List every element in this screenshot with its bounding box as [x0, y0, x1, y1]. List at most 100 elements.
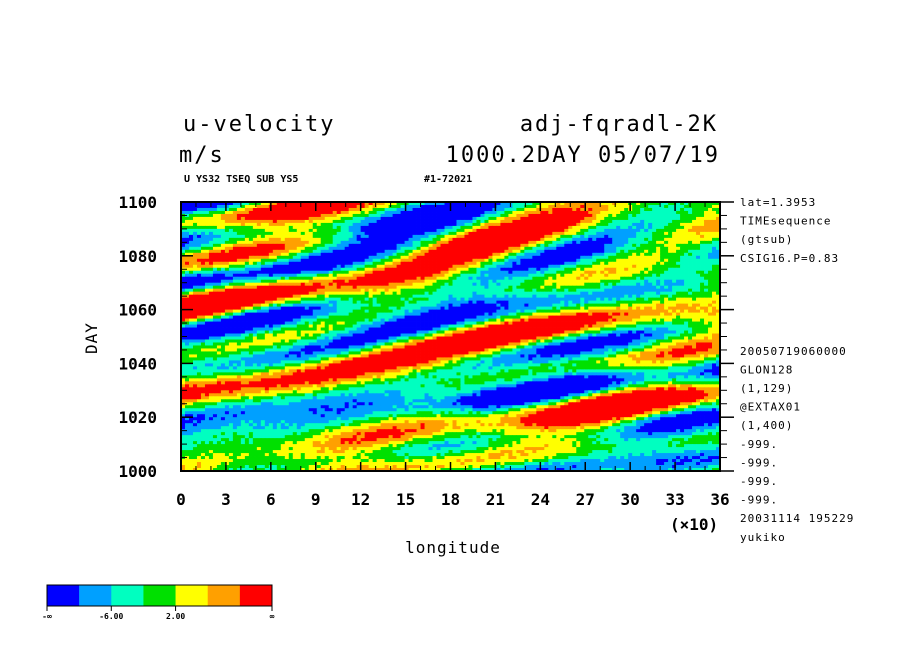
heatmap-cell — [528, 297, 533, 302]
heatmap-cell — [524, 222, 529, 227]
heatmap-cell — [320, 204, 326, 209]
heatmap-cell — [624, 216, 629, 221]
heatmap-cell — [492, 243, 497, 248]
heatmap-cell — [708, 234, 713, 239]
heatmap-cell — [192, 255, 198, 260]
heatmap-cell — [336, 249, 342, 254]
heatmap-cell — [684, 219, 689, 224]
heatmap-cell — [364, 255, 370, 260]
heatmap-cell — [532, 309, 537, 313]
heatmap-cell — [208, 240, 214, 245]
heatmap-cell — [424, 267, 429, 272]
heatmap-cell — [628, 285, 633, 290]
heatmap-cell — [644, 285, 649, 290]
heatmap-cell — [188, 303, 194, 308]
heatmap-cell — [268, 225, 274, 230]
heatmap-cell — [604, 219, 609, 224]
heatmap-cell — [636, 246, 641, 251]
heatmap-cell — [640, 267, 645, 272]
heatmap-cell — [208, 219, 214, 224]
heatmap-cell — [316, 279, 322, 284]
heatmap-cell — [376, 216, 382, 221]
heatmap-cell — [212, 303, 218, 308]
heatmap-cell — [316, 225, 322, 230]
heatmap-cell — [332, 252, 338, 257]
heatmap-cell — [536, 225, 541, 230]
heatmap-cell — [716, 261, 721, 266]
heatmap-cell — [352, 234, 358, 239]
heatmap-cell — [684, 297, 689, 302]
heatmap-cell — [448, 228, 453, 233]
heatmap-cell — [568, 216, 573, 221]
heatmap-cell — [312, 210, 318, 215]
heatmap-cell — [280, 252, 286, 257]
heatmap-cell — [196, 288, 202, 293]
heatmap-cell — [712, 231, 717, 236]
heatmap-cell — [576, 225, 581, 230]
heatmap-cell — [564, 249, 569, 254]
heatmap-cell — [260, 264, 266, 269]
heatmap-cell — [588, 207, 593, 212]
heatmap-cell — [460, 285, 465, 290]
heatmap-cell — [200, 276, 206, 281]
heatmap-cell — [704, 225, 709, 230]
heatmap-cell — [240, 282, 246, 287]
heatmap-cell — [556, 216, 561, 221]
heatmap-cell — [648, 202, 653, 206]
heatmap-cell — [380, 231, 386, 236]
heatmap-cell — [228, 276, 234, 281]
heatmap-cell — [708, 258, 713, 263]
heatmap-cell — [700, 291, 705, 296]
heatmap-cell — [688, 285, 693, 290]
heatmap-cell — [688, 270, 693, 275]
heatmap-cell — [636, 222, 641, 227]
heatmap-cell — [548, 231, 553, 236]
heatmap-cell — [688, 225, 693, 230]
heatmap-cell — [680, 282, 685, 287]
heatmap-cell — [252, 204, 258, 209]
heatmap-cell — [264, 255, 270, 260]
heatmap-cell — [668, 291, 673, 296]
heatmap-cell — [604, 300, 609, 305]
heatmap-cell — [612, 231, 617, 236]
heatmap-cell — [596, 291, 601, 296]
heatmap-cell — [616, 213, 621, 218]
heatmap-cell — [616, 258, 621, 263]
heatmap-cell — [460, 258, 465, 263]
heatmap-cell — [520, 285, 525, 290]
heatmap-cell — [424, 297, 429, 302]
heatmap-cell — [460, 207, 465, 212]
heatmap-cell — [400, 237, 405, 242]
heatmap-cell — [308, 252, 314, 257]
heatmap-cell — [448, 219, 453, 224]
heatmap-cell — [252, 228, 258, 233]
heatmap-cell — [368, 261, 374, 266]
heatmap-cell — [716, 219, 721, 224]
heatmap-cell — [672, 222, 677, 227]
heatmap-cell — [684, 243, 689, 248]
heatmap-cell — [440, 204, 445, 209]
heatmap-cell — [244, 204, 250, 209]
heatmap-cell — [284, 231, 290, 236]
heatmap-cell — [632, 258, 637, 263]
heatmap-cell — [712, 252, 717, 257]
heatmap-cell — [624, 243, 629, 248]
heatmap-cell — [556, 225, 561, 230]
heatmap-cell — [200, 228, 206, 233]
heatmap-cell — [612, 252, 617, 257]
heatmap-cell — [592, 225, 597, 230]
heatmap-cell — [484, 303, 489, 308]
heatmap-cell — [408, 243, 413, 248]
heatmap-cell — [644, 255, 649, 260]
heatmap-cell — [300, 264, 306, 269]
heatmap-cell — [440, 273, 445, 278]
heatmap-cell — [312, 309, 318, 313]
heatmap-cell — [228, 279, 234, 284]
heatmap-cell — [616, 267, 621, 272]
heatmap-cell — [400, 270, 405, 275]
heatmap-cell — [436, 237, 441, 242]
heatmap-cell — [364, 300, 370, 305]
heatmap-cell — [436, 288, 441, 293]
heatmap-cell — [220, 273, 226, 278]
heatmap-cell — [580, 273, 585, 278]
